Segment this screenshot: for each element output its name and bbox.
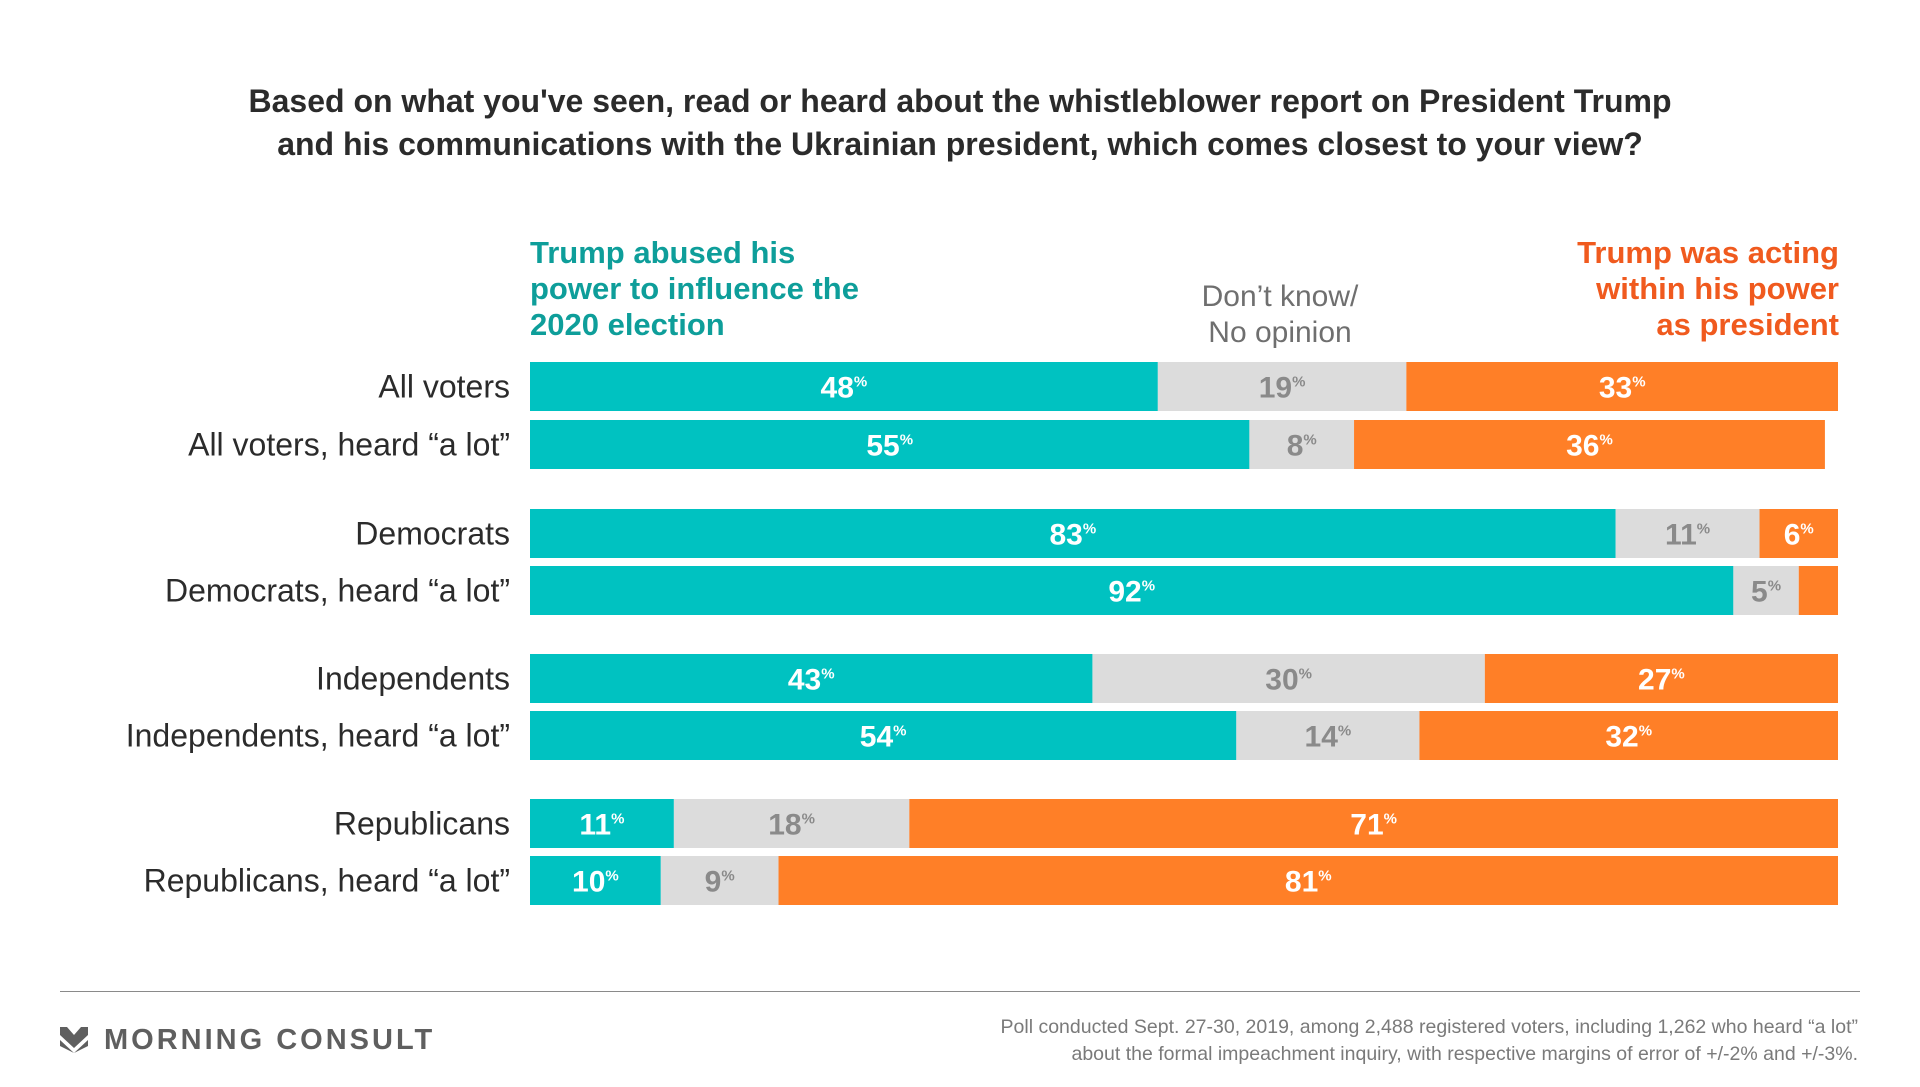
legend-abused-line-3: 2020 election [530, 307, 725, 342]
category-label: Independents, heard “a lot” [126, 718, 510, 754]
bar-segment-1 [1249, 420, 1355, 469]
bar-segment-1 [660, 856, 779, 905]
bar-value-label: 55% [866, 430, 913, 463]
bar-value-label: 30% [1265, 664, 1312, 697]
bar-value-label: 5% [1751, 576, 1781, 609]
bar-segment-1 [1615, 509, 1760, 558]
footnote: Poll conducted Sept. 27-30, 2019, among … [1001, 1014, 1858, 1068]
category-label: All voters, heard “a lot” [188, 427, 510, 463]
bar-segment-0 [530, 566, 1734, 615]
category-label: Independents [316, 661, 510, 697]
bar-segment-2 [1484, 654, 1838, 703]
bar-segment-0 [530, 654, 1093, 703]
bar-segment-1 [1092, 654, 1485, 703]
legend-within-line-3: as president [1656, 307, 1839, 342]
bar-segment-1 [673, 799, 910, 848]
bar-segment-2 [778, 856, 1838, 905]
brand: MORNING CONSULT [60, 1023, 435, 1057]
bar-segment-2 [1354, 420, 1825, 469]
category-label: All voters [378, 369, 510, 405]
bar-value-label: 9% [705, 866, 735, 899]
legend-within-power: Trump was acting within his power as pre… [1577, 235, 1839, 343]
bar-value-label: 71% [1350, 809, 1397, 842]
bar-segment-0 [530, 509, 1616, 558]
legend-abused-line-1: Trump abused his [530, 235, 796, 270]
footer-divider [60, 991, 1860, 992]
category-label: Republicans, heard “a lot” [144, 863, 510, 899]
category-label: Democrats [355, 516, 510, 552]
bar-segment-1 [1157, 362, 1407, 411]
legend-abused-power: Trump abused his power to influence the … [530, 235, 859, 343]
bar-segment-2 [1406, 362, 1838, 411]
bar-segment-1 [1733, 566, 1799, 615]
bar-segment-2 [1759, 509, 1838, 558]
bar-segment-0 [530, 420, 1250, 469]
category-label: Republicans [334, 806, 510, 842]
bar-segment-2 [1798, 566, 1838, 615]
legend-abused-line-2: power to influence the [530, 271, 859, 306]
bar-segment-1 [1236, 711, 1420, 760]
bar-segment-0 [530, 711, 1237, 760]
bar-value-label: 32% [1605, 721, 1652, 754]
bar-value-label: 11% [579, 809, 624, 842]
bar-value-label: 8% [1287, 430, 1317, 463]
bar-value-label: 14% [1305, 721, 1352, 754]
legend-dont-know: Don’t know/ No opinion [1150, 279, 1410, 351]
bar-segment-2 [1419, 711, 1838, 760]
bar-value-label: 10% [572, 866, 619, 899]
bar-value-label: 83% [1049, 519, 1096, 552]
bar-value-label: 19% [1259, 372, 1306, 405]
bar-value-label: 18% [768, 809, 815, 842]
chart-title-line-1: Based on what you've seen, read or heard… [248, 83, 1672, 119]
bar-segment-0 [530, 856, 661, 905]
bar-value-label: 43% [788, 664, 835, 697]
footnote-line-2: about the formal impeachment inquiry, wi… [1071, 1043, 1858, 1065]
bar-value-label: 92% [1108, 576, 1155, 609]
footnote-line-1: Poll conducted Sept. 27-30, 2019, among … [1000, 1016, 1858, 1038]
bar-segment-2 [909, 799, 1838, 848]
bar-value-label: 33% [1599, 372, 1646, 405]
bar-value-label: 11% [1665, 519, 1710, 552]
morning-consult-chevron-icon [60, 1027, 88, 1053]
bar-segment-0 [530, 362, 1158, 411]
chart-title: Based on what you've seen, read or heard… [110, 80, 1810, 166]
bar-value-label: 54% [860, 721, 907, 754]
bar-value-label: 36% [1566, 430, 1613, 463]
brand-name: MORNING CONSULT [104, 1023, 436, 1056]
bar-value-label: 81% [1285, 866, 1332, 899]
chart-title-line-2: and his communications with the Ukrainia… [277, 126, 1643, 162]
legend-within-line-2: within his power [1596, 271, 1839, 306]
bar-value-label: 6% [1784, 519, 1814, 552]
bar-segment-0 [530, 799, 674, 848]
category-label: Democrats, heard “a lot” [165, 573, 510, 609]
bar-value-label: 48% [821, 372, 868, 405]
bar-value-label: 27% [1638, 664, 1685, 697]
legend-dont-know-line-2: No opinion [1208, 316, 1352, 349]
legend-dont-know-line-1: Don’t know/ [1201, 280, 1359, 313]
legend-within-line-1: Trump was acting [1577, 235, 1839, 270]
